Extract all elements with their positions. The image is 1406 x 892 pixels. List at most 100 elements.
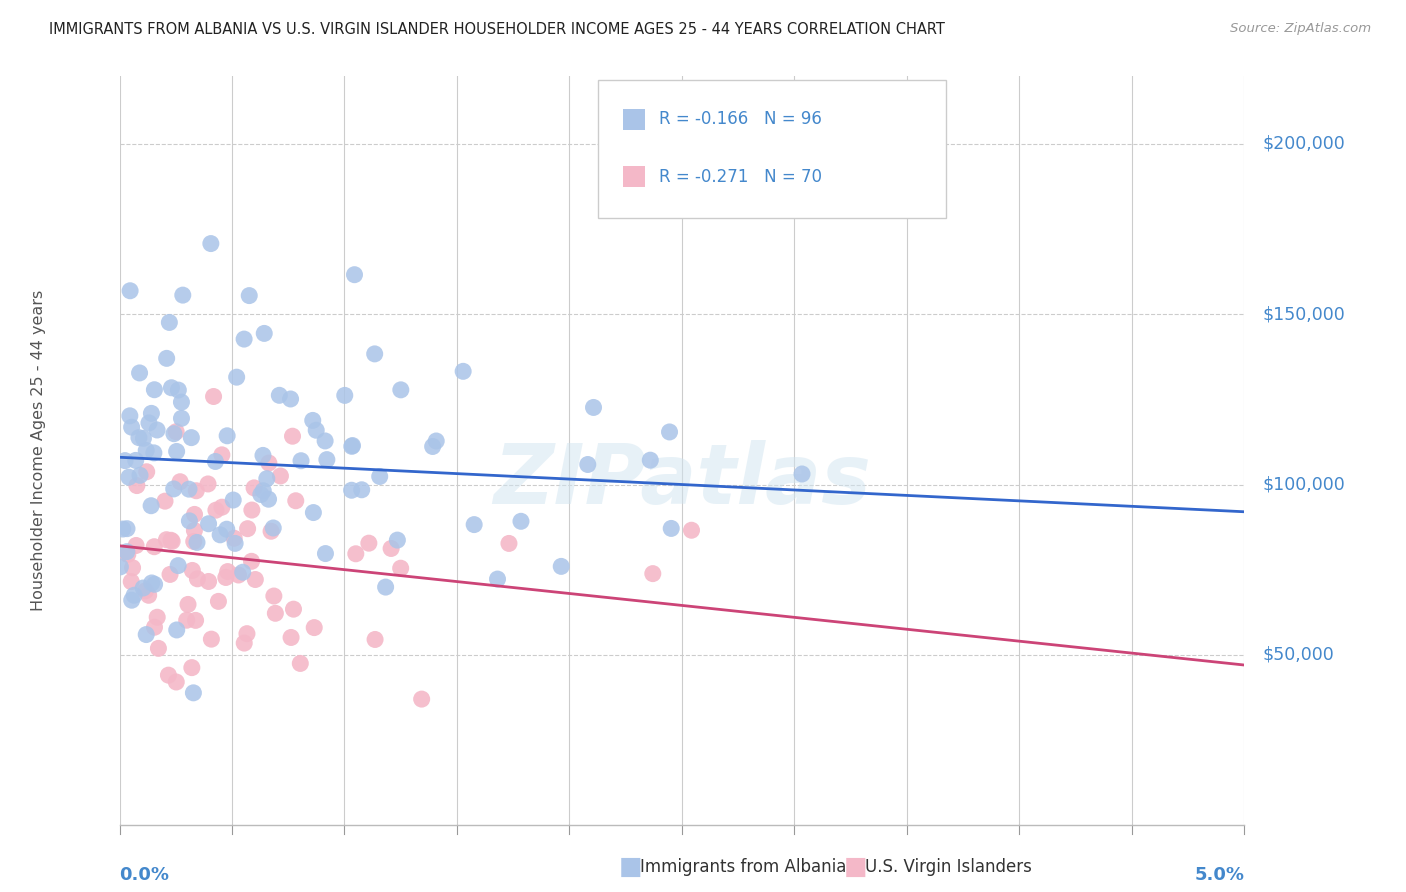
Point [582, 401, 605, 415]
Point [281, 429, 304, 443]
Text: ■: ■ [844, 855, 868, 879]
Point [146, 423, 169, 437]
Point [215, 570, 238, 584]
Point [166, 623, 188, 637]
Point [240, 554, 263, 568]
Point [128, 366, 150, 380]
Point [641, 566, 664, 581]
Point [233, 332, 256, 346]
Point [143, 577, 166, 591]
Point [200, 632, 222, 647]
Point [389, 561, 412, 575]
Point [186, 483, 208, 498]
Point [125, 478, 148, 492]
Point [225, 370, 247, 384]
Point [486, 572, 509, 586]
Point [252, 449, 274, 463]
Point [170, 395, 193, 409]
Text: $100,000: $100,000 [1263, 475, 1346, 493]
Point [159, 567, 181, 582]
Point [350, 483, 373, 497]
Point [240, 503, 263, 517]
Point [186, 572, 208, 586]
Point [177, 598, 200, 612]
Point [180, 660, 202, 674]
Point [260, 524, 283, 539]
Point [257, 456, 280, 470]
Point [183, 524, 205, 538]
Point [129, 468, 152, 483]
Point [167, 383, 190, 397]
Text: $200,000: $200,000 [1263, 135, 1346, 153]
Bar [623, 167, 645, 187]
Point [197, 516, 219, 531]
Point [170, 411, 193, 425]
Point [217, 565, 239, 579]
Point [143, 620, 166, 634]
Point [186, 535, 208, 549]
Point [115, 544, 138, 558]
Point [135, 443, 157, 458]
Point [228, 568, 250, 582]
Point [252, 483, 274, 498]
Point [222, 493, 245, 508]
Point [389, 383, 412, 397]
Point [157, 668, 180, 682]
Point [141, 576, 163, 591]
Point [498, 536, 520, 550]
Text: $50,000: $50,000 [1263, 646, 1334, 664]
Point [125, 539, 148, 553]
Text: 0.0%: 0.0% [120, 866, 170, 884]
Point [157, 315, 180, 329]
Point [510, 514, 533, 528]
Point [153, 494, 176, 508]
Point [172, 288, 194, 302]
Point [135, 583, 157, 598]
Point [364, 632, 387, 647]
Point [790, 467, 813, 481]
Point [204, 454, 226, 468]
Point [142, 446, 165, 460]
Point [197, 477, 219, 491]
Point [245, 573, 267, 587]
Point [550, 559, 572, 574]
Point [257, 492, 280, 507]
Point [115, 522, 138, 536]
Text: ZIPatlas: ZIPatlas [494, 440, 870, 521]
Point [117, 548, 139, 562]
Point [340, 439, 363, 453]
Point [280, 392, 302, 406]
Point [283, 602, 305, 616]
Point [425, 434, 447, 448]
Point [160, 381, 183, 395]
Point [160, 534, 183, 549]
Point [183, 534, 205, 549]
Point [120, 284, 142, 298]
Point [256, 472, 278, 486]
Point [380, 541, 402, 556]
Point [357, 536, 380, 550]
Point [243, 481, 266, 495]
Point [659, 521, 682, 535]
Point [269, 388, 291, 402]
Point [284, 493, 307, 508]
Point [290, 657, 312, 671]
Point [181, 564, 204, 578]
Point [184, 613, 207, 627]
Point [658, 425, 681, 439]
Point [215, 522, 238, 536]
Point [207, 594, 229, 608]
Point [114, 453, 136, 467]
Point [576, 458, 599, 472]
Point [209, 528, 232, 542]
Point [236, 626, 259, 640]
Point [253, 326, 276, 341]
Point [290, 454, 312, 468]
Point [233, 636, 256, 650]
Point [121, 420, 143, 434]
Text: Householder Income Ages 25 - 44 years: Householder Income Ages 25 - 44 years [31, 290, 46, 611]
Point [280, 631, 302, 645]
Point [121, 593, 143, 607]
Point [262, 521, 284, 535]
Point [167, 558, 190, 573]
